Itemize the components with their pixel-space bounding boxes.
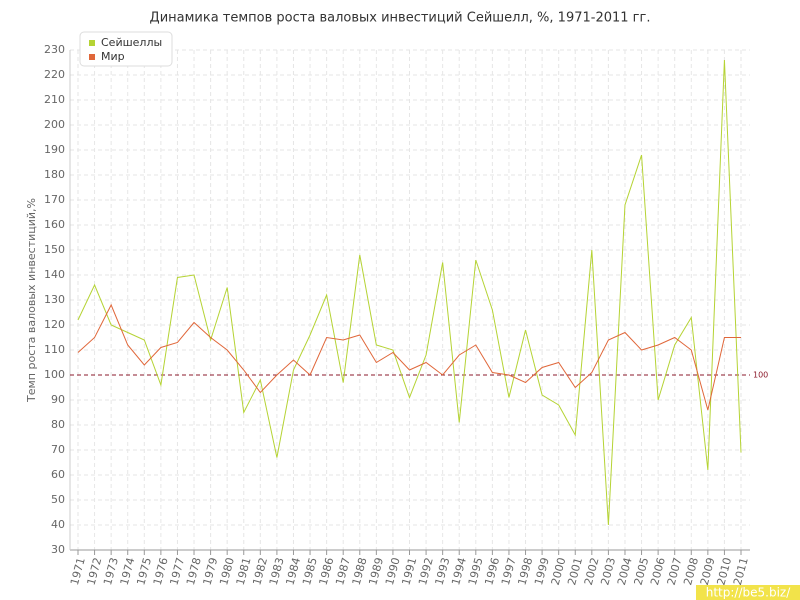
- y-tick-label: 100: [44, 368, 65, 381]
- y-tick-label: 180: [44, 168, 65, 181]
- y-tick-label: 170: [44, 193, 65, 206]
- legend-label: Сейшеллы: [101, 36, 162, 49]
- y-axis-title: Темп роста валовых инвестиций,%: [25, 198, 38, 403]
- y-tick-label: 230: [44, 43, 65, 56]
- y-tick-label: 150: [44, 243, 65, 256]
- legend-swatch: [89, 54, 95, 60]
- legend-swatch: [89, 40, 95, 46]
- y-tick-label: 210: [44, 93, 65, 106]
- reference-label: 100: [753, 371, 768, 380]
- y-tick-label: 200: [44, 118, 65, 131]
- y-tick-label: 40: [51, 518, 65, 531]
- y-tick-label: 140: [44, 268, 65, 281]
- legend-label: Мир: [101, 50, 125, 63]
- y-tick-label: 70: [51, 443, 65, 456]
- y-tick-label: 90: [51, 393, 65, 406]
- watermark-bg: [696, 585, 800, 600]
- series-line: [77, 303, 741, 411]
- series-line: [77, 59, 742, 526]
- y-tick-label: 190: [44, 143, 65, 156]
- y-tick-label: 80: [51, 418, 65, 431]
- y-tick-label: 110: [44, 343, 65, 356]
- y-tick-label: 30: [51, 543, 65, 556]
- y-tick-label: 50: [51, 493, 65, 506]
- y-tick-label: 130: [44, 293, 65, 306]
- y-tick-label: 160: [44, 218, 65, 231]
- watermark: http://be5.biz/: [706, 586, 791, 600]
- y-tick-label: 220: [44, 68, 65, 81]
- y-tick-label: 120: [44, 318, 65, 331]
- chart-title: Динамика темпов роста валовых инвестиций…: [150, 11, 651, 26]
- legend-box: [79, 31, 173, 67]
- y-tick-label: 60: [51, 468, 65, 481]
